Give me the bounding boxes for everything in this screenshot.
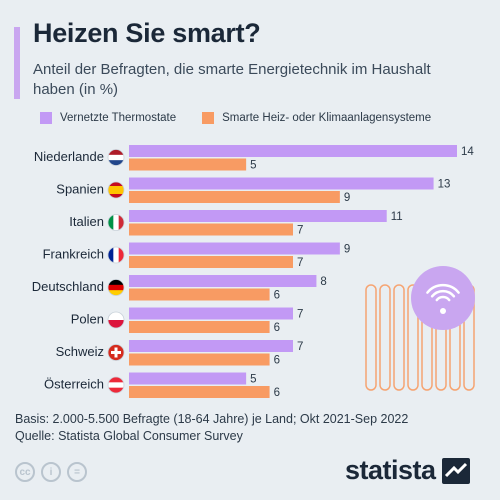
attribution-icon[interactable]: i: [41, 462, 61, 482]
wifi-arc: [426, 283, 460, 294]
bar: [129, 191, 340, 203]
category-label: Frankreich: [43, 247, 104, 262]
data-label: 7: [297, 257, 303, 269]
data-label: 11: [391, 211, 403, 223]
brand-text: statista: [345, 455, 436, 485]
fr-flag-icon: [107, 246, 125, 264]
bar: [129, 210, 387, 222]
bar: [129, 223, 293, 236]
wifi-arc: [430, 289, 456, 298]
bar: [129, 340, 293, 352]
legend-label-heizsysteme: Smarte Heiz- oder Klimaanlagensysteme: [222, 112, 432, 124]
bar-chart: 14 5 Niederlande 13 9 Spanien 11 7 Italien 9 7 Fran…: [32, 145, 475, 399]
legend-item-thermostate: Vernetzte Thermostate: [40, 112, 176, 124]
data-label: 7: [297, 309, 303, 321]
wifi-arc: [435, 295, 451, 302]
chart-subtitle: Anteil der Befragten, die smarte Energie…: [33, 61, 431, 98]
category-label: Polen: [71, 312, 104, 327]
data-label: 6: [274, 387, 280, 399]
category-label: Österreich: [44, 377, 104, 392]
category-label: Schweiz: [56, 344, 104, 359]
cc-icon[interactable]: cc: [15, 462, 35, 482]
data-label: 8: [320, 276, 326, 288]
nl-flag-icon: [107, 149, 125, 166]
de-flag-icon: [107, 279, 125, 296]
it-flag-icon: [107, 214, 125, 231]
statista-mark-icon: [441, 457, 470, 484]
bar: [129, 353, 270, 366]
wifi-dot: [440, 308, 446, 314]
bar: [129, 145, 457, 157]
data-label: 9: [344, 244, 350, 256]
data-label: 9: [344, 192, 350, 204]
ch-flag-icon: [107, 344, 125, 361]
footer: Basis: 2.000-5.500 Befragte (18-64 Jahre…: [15, 411, 408, 445]
statista-logo[interactable]: statista: [345, 455, 470, 486]
es-flag-icon: [107, 181, 125, 199]
data-label: 13: [438, 179, 451, 191]
bar: [129, 256, 293, 268]
legend-swatch-thermostate: [40, 112, 52, 124]
bar: [129, 275, 317, 287]
equals-icon[interactable]: =: [67, 462, 87, 482]
radiator-fin: [365, 284, 377, 391]
bar: [129, 321, 270, 333]
data-label: 6: [274, 290, 280, 302]
legend-swatch-heizsysteme: [202, 112, 215, 124]
bar: [129, 288, 270, 301]
radiator-fin: [407, 284, 419, 391]
legend-item-heizsysteme: Smarte Heiz- oder Klimaanlagensysteme: [202, 112, 431, 124]
footer-source: Quelle: Statista Global Consumer Survey: [15, 429, 243, 443]
bar: [129, 386, 270, 398]
category-label: Deutschland: [32, 279, 104, 294]
at-flag-icon: [107, 376, 125, 394]
title-accent-bar: [14, 27, 20, 99]
legend-label-thermostate: Vernetzte Thermostate: [60, 112, 177, 124]
bar: [129, 177, 434, 190]
data-label: 6: [274, 322, 280, 334]
category-label: Italien: [69, 214, 104, 229]
data-label: 14: [461, 146, 474, 158]
radiator-fin: [393, 284, 405, 391]
radiator-fin: [379, 284, 391, 391]
bar: [129, 158, 247, 171]
data-label: 6: [274, 355, 280, 367]
data-label: 7: [297, 225, 303, 237]
bar: [129, 242, 340, 255]
footer-basis: Basis: 2.000-5.500 Befragte (18-64 Jahre…: [15, 412, 409, 426]
legend: Vernetzte Thermostate Smarte Heiz- oder …: [40, 112, 457, 124]
chart-title: Heizen Sie smart?: [33, 18, 261, 48]
data-label: 7: [297, 341, 303, 353]
bar: [129, 307, 293, 320]
bar: [129, 372, 247, 385]
license-icons: cc i =: [15, 462, 87, 482]
data-label: 5: [250, 374, 256, 386]
data-label: 5: [250, 160, 256, 172]
radiator-wifi-illustration: [365, 266, 475, 391]
category-label: Spanien: [56, 182, 104, 197]
pl-flag-icon: [107, 311, 125, 329]
category-label: Niederlande: [34, 149, 104, 164]
